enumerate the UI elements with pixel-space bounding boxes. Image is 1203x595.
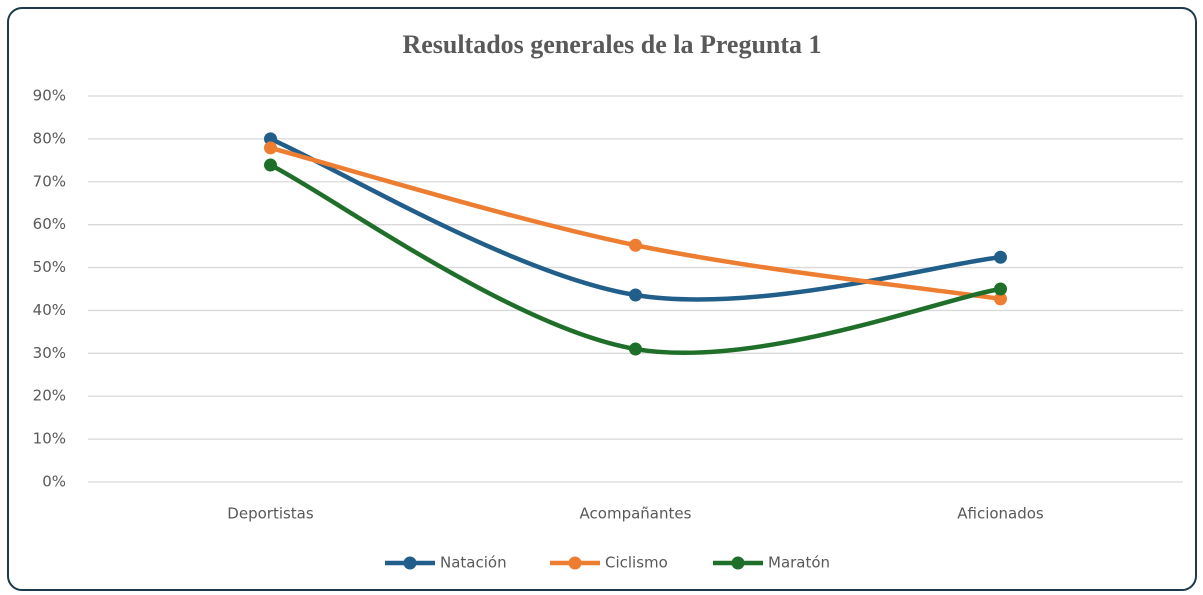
y-tick-label: 80% [33, 129, 66, 147]
y-tick-label: 10% [33, 430, 66, 448]
data-point [629, 238, 642, 252]
y-tick-label: 90% [33, 87, 66, 105]
data-point [629, 288, 642, 302]
y-tick-label: 20% [33, 387, 66, 405]
legend-marker [568, 556, 582, 570]
x-tick-label: Deportistas [227, 505, 314, 523]
chart-title: Resultados generales de la Pregunta 1 [402, 30, 821, 59]
y-tick-label: 40% [33, 301, 66, 319]
legend-marker [731, 556, 745, 570]
data-point [994, 282, 1007, 296]
y-tick-label: 30% [33, 344, 66, 362]
x-tick-label: Aficionados [957, 505, 1044, 523]
chart-frame [7, 7, 1197, 591]
legend-label: Natación [440, 554, 507, 572]
x-tick-label: Acompañantes [580, 505, 692, 523]
data-point [994, 292, 1007, 306]
data-point [264, 132, 277, 146]
data-point [264, 158, 277, 172]
legend-marker [403, 556, 417, 570]
legend-label: Ciclismo [605, 554, 668, 572]
y-tick-label: 0% [42, 473, 66, 491]
y-tick-label: 50% [33, 258, 66, 276]
y-tick-label: 70% [33, 172, 66, 190]
data-point [264, 141, 277, 155]
data-point [994, 250, 1007, 264]
legend-label: Maratón [768, 554, 830, 572]
data-point [629, 342, 642, 356]
y-tick-label: 60% [33, 215, 66, 233]
